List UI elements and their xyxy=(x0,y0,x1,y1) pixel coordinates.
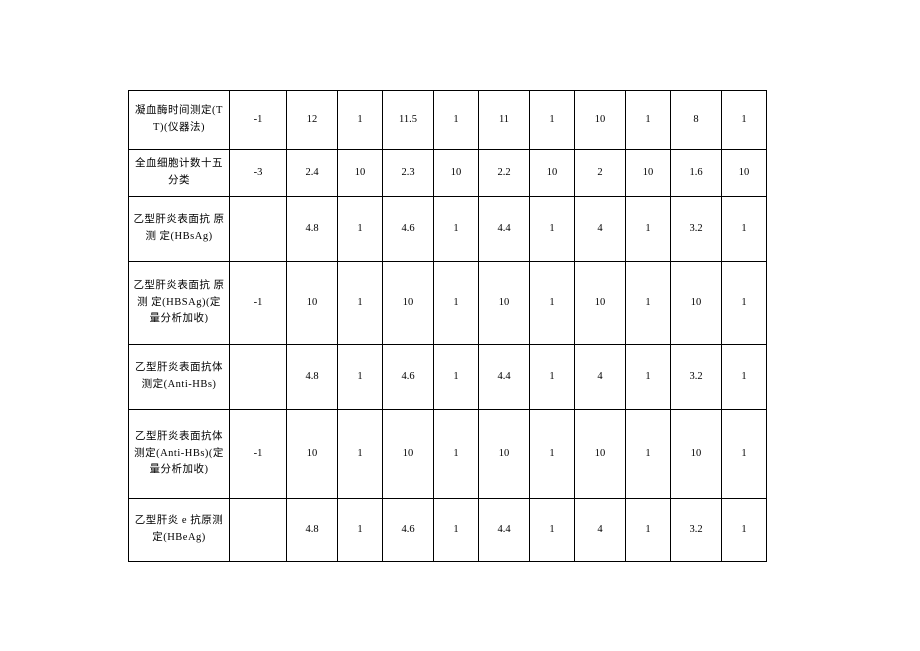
data-table: 凝血酶时间测定(TT)(仪器法)-112111.5111110181全血细胞计数… xyxy=(128,90,767,562)
cell: 1 xyxy=(530,197,575,262)
cell: 10 xyxy=(383,410,434,499)
cell: 11 xyxy=(479,91,530,150)
cell: 1 xyxy=(626,91,671,150)
cell: 2 xyxy=(575,150,626,197)
cell: 10 xyxy=(671,410,722,499)
cell: 3.2 xyxy=(671,499,722,562)
cell: 1 xyxy=(722,197,767,262)
cell: 1 xyxy=(434,91,479,150)
row-label: 乙型肝炎表面抗体测定(Anti-HBs) xyxy=(129,345,230,410)
table-row: 乙型肝炎表面抗 原 测 定(HBSAg)(定量分析加收)-11011011011… xyxy=(129,262,767,345)
cell: 1 xyxy=(338,197,383,262)
cell: 4 xyxy=(575,499,626,562)
row-label: 乙型肝炎 e 抗原测定(HBeAg) xyxy=(129,499,230,562)
cell: 10 xyxy=(575,410,626,499)
cell: 1.6 xyxy=(671,150,722,197)
cell: 2.3 xyxy=(383,150,434,197)
cell: 10 xyxy=(383,262,434,345)
cell: 1 xyxy=(530,499,575,562)
cell: 10 xyxy=(287,262,338,345)
table-row: 凝血酶时间测定(TT)(仪器法)-112111.5111110181 xyxy=(129,91,767,150)
cell: 1 xyxy=(434,499,479,562)
cell: 11.5 xyxy=(383,91,434,150)
table-row: 乙型肝炎表面抗体测定(Anti-HBs)(定量分析加收)-11011011011… xyxy=(129,410,767,499)
cell: 1 xyxy=(626,262,671,345)
cell: 4.8 xyxy=(287,197,338,262)
table-row: 全血细胞计数十五分类-32.4102.3102.2102101.610 xyxy=(129,150,767,197)
cell: 4.4 xyxy=(479,197,530,262)
cell: 10 xyxy=(530,150,575,197)
cell: 10 xyxy=(287,410,338,499)
cell: 1 xyxy=(338,262,383,345)
row-c1: -1 xyxy=(230,262,287,345)
cell: 4 xyxy=(575,197,626,262)
row-label: 全血细胞计数十五分类 xyxy=(129,150,230,197)
cell: 4.4 xyxy=(479,345,530,410)
cell: 10 xyxy=(434,150,479,197)
cell: 10 xyxy=(626,150,671,197)
cell: 1 xyxy=(530,410,575,499)
table-row: 乙型肝炎 e 抗原测定(HBeAg)4.814.614.41413.21 xyxy=(129,499,767,562)
row-c1: -3 xyxy=(230,150,287,197)
cell: 1 xyxy=(626,410,671,499)
row-label: 凝血酶时间测定(TT)(仪器法) xyxy=(129,91,230,150)
table-row: 乙型肝炎表面抗体测定(Anti-HBs)4.814.614.41413.21 xyxy=(129,345,767,410)
cell: 4.8 xyxy=(287,499,338,562)
cell: 2.4 xyxy=(287,150,338,197)
cell: 1 xyxy=(530,91,575,150)
cell: 12 xyxy=(287,91,338,150)
cell: 1 xyxy=(722,345,767,410)
cell: 1 xyxy=(434,345,479,410)
cell: 3.2 xyxy=(671,345,722,410)
cell: 10 xyxy=(479,410,530,499)
row-label: 乙型肝炎表面抗体测定(Anti-HBs)(定量分析加收) xyxy=(129,410,230,499)
row-c1: -1 xyxy=(230,410,287,499)
cell: 3.2 xyxy=(671,197,722,262)
cell: 10 xyxy=(338,150,383,197)
cell: 1 xyxy=(338,499,383,562)
cell: 4 xyxy=(575,345,626,410)
cell: 4.6 xyxy=(383,499,434,562)
cell: 1 xyxy=(530,262,575,345)
cell: 8 xyxy=(671,91,722,150)
cell: 4.4 xyxy=(479,499,530,562)
cell: 10 xyxy=(575,91,626,150)
cell: 1 xyxy=(626,197,671,262)
row-c1 xyxy=(230,197,287,262)
cell: 10 xyxy=(722,150,767,197)
cell: 1 xyxy=(626,345,671,410)
cell: 1 xyxy=(626,499,671,562)
row-c1 xyxy=(230,499,287,562)
cell: 4.8 xyxy=(287,345,338,410)
cell: 1 xyxy=(722,91,767,150)
cell: 1 xyxy=(338,91,383,150)
cell: 4.6 xyxy=(383,345,434,410)
cell: 1 xyxy=(338,345,383,410)
cell: 4.6 xyxy=(383,197,434,262)
cell: 10 xyxy=(479,262,530,345)
cell: 1 xyxy=(434,197,479,262)
cell: 1 xyxy=(434,410,479,499)
row-c1: -1 xyxy=(230,91,287,150)
cell: 10 xyxy=(575,262,626,345)
table-row: 乙型肝炎表面抗 原 测 定(HBsAg)4.814.614.41413.21 xyxy=(129,197,767,262)
cell: 1 xyxy=(722,499,767,562)
cell: 1 xyxy=(338,410,383,499)
cell: 10 xyxy=(671,262,722,345)
cell: 1 xyxy=(434,262,479,345)
cell: 2.2 xyxy=(479,150,530,197)
cell: 1 xyxy=(722,410,767,499)
row-label: 乙型肝炎表面抗 原 测 定(HBSAg)(定量分析加收) xyxy=(129,262,230,345)
row-c1 xyxy=(230,345,287,410)
cell: 1 xyxy=(722,262,767,345)
row-label: 乙型肝炎表面抗 原 测 定(HBsAg) xyxy=(129,197,230,262)
cell: 1 xyxy=(530,345,575,410)
